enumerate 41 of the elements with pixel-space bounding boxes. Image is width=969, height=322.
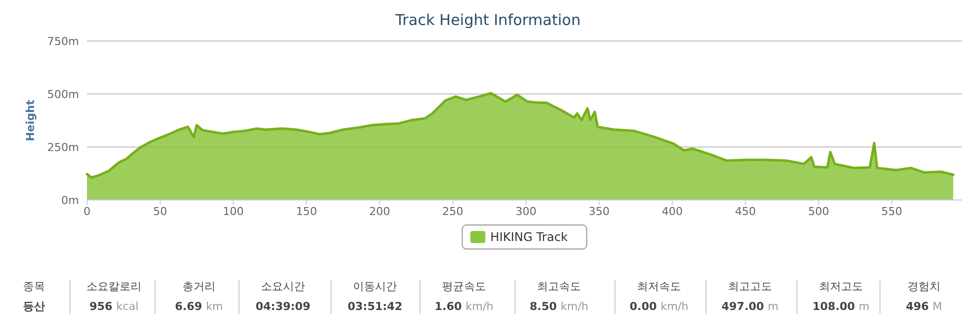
x-tick-label: 350 xyxy=(588,205,610,218)
x-tick-label: 250 xyxy=(442,205,464,218)
text: 종목 xyxy=(23,280,45,293)
text: 평균속도 xyxy=(442,280,486,293)
legend-label: HIKING Track xyxy=(490,230,568,244)
text: 소요시간 xyxy=(261,280,305,293)
text: 이동시간 xyxy=(353,280,397,293)
text: 최고고도 xyxy=(728,280,772,293)
y-tick-label: 250m xyxy=(47,141,79,154)
chart-title: Track Height Information xyxy=(394,11,581,29)
text: 497.00 m xyxy=(722,300,778,313)
x-tick-label: 550 xyxy=(881,205,902,218)
x-tick-label: 200 xyxy=(369,205,390,218)
text: 6.69 km xyxy=(174,300,224,313)
text: 8.50 km/h xyxy=(530,300,588,313)
x-tick-label: 400 xyxy=(662,205,683,218)
y-tick-label: 500m xyxy=(47,88,79,101)
text: 총거리 xyxy=(182,280,216,293)
y-tick-label: 750m xyxy=(47,35,79,48)
x-tick-label: 500 xyxy=(808,205,830,218)
text: 04:39:09 xyxy=(256,300,310,313)
x-tick-label: 150 xyxy=(296,205,317,218)
text: 1.60 km/h xyxy=(434,300,494,313)
text: 소요칼로리 xyxy=(86,280,142,293)
x-tick-label: 300 xyxy=(515,205,536,218)
x-tick-label: 450 xyxy=(734,205,756,218)
y-axis-title: Height xyxy=(24,100,37,142)
text: 최저속도 xyxy=(637,280,681,293)
x-tick-label: 0 xyxy=(84,205,90,218)
text: 0.00 km/h xyxy=(630,300,688,313)
text: 등산 xyxy=(23,300,45,313)
text: 경험치 xyxy=(908,280,940,293)
text: 03:51:42 xyxy=(348,300,402,313)
text: 최고속도 xyxy=(537,280,581,293)
text: 956 kcal xyxy=(89,300,139,313)
x-tick-label: 100 xyxy=(222,205,244,218)
x-tick-label: 50 xyxy=(153,205,168,218)
text: 108.00 m xyxy=(812,300,870,313)
text: 최저고도 xyxy=(819,280,863,293)
text: 496 M xyxy=(906,300,942,313)
y-tick-label: 0m xyxy=(61,194,79,207)
